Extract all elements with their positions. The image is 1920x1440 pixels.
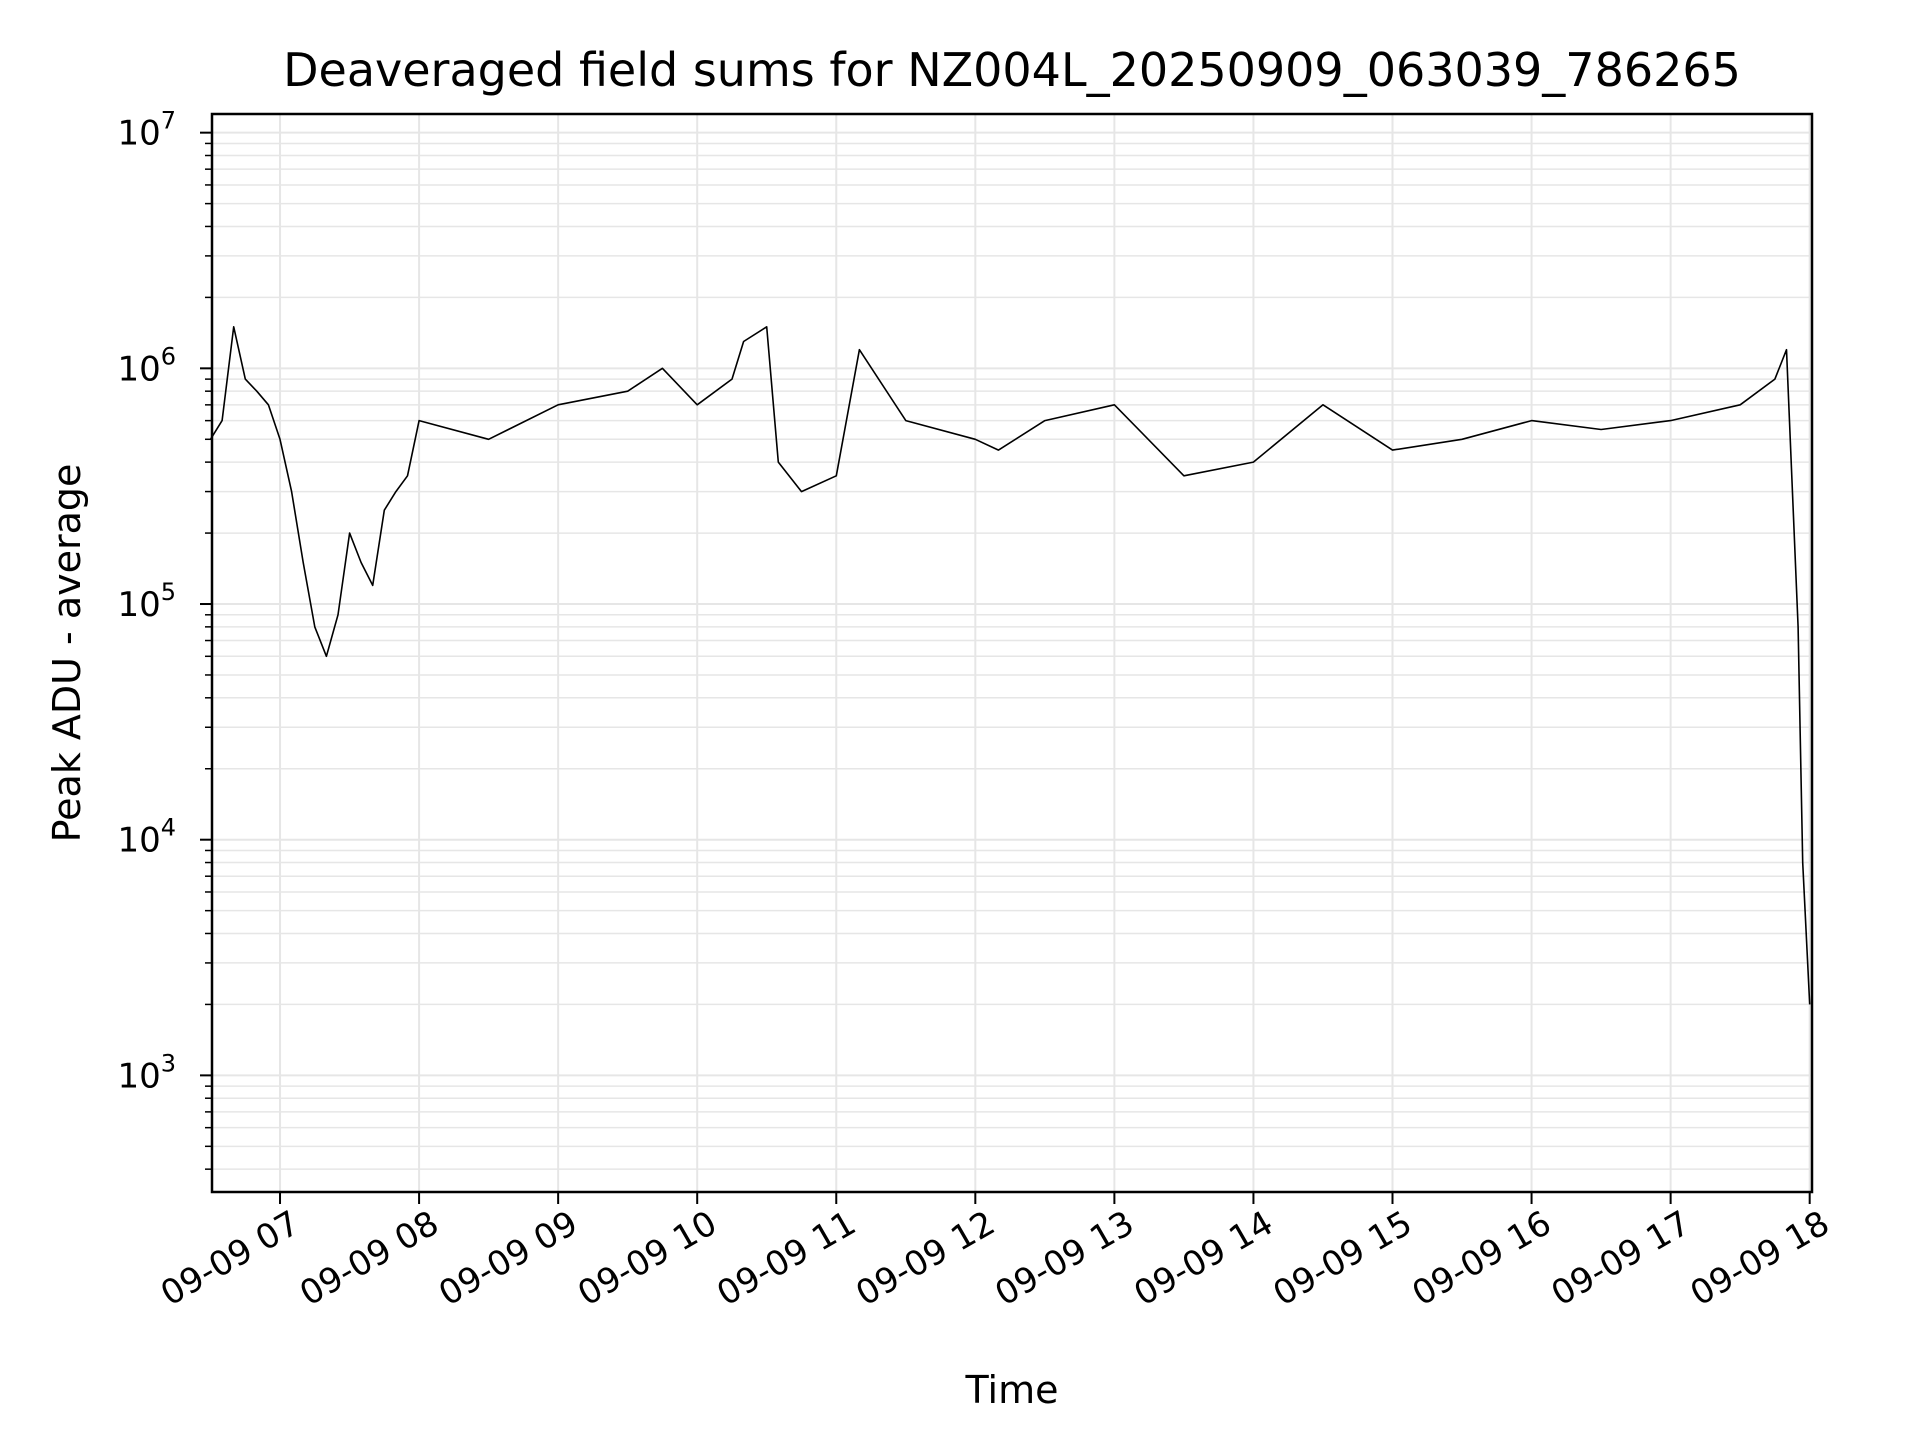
series-line <box>209 326 1811 1005</box>
y-tick-label: 104 <box>117 814 176 861</box>
axes-frame <box>210 112 1814 1194</box>
y-axis-label: Peak ADU - average <box>45 464 89 843</box>
y-tick-label: 103 <box>117 1049 176 1096</box>
grid <box>212 114 1812 1192</box>
y-tick-label: 107 <box>117 107 176 154</box>
chart-title: Deaveraged field sums for NZ004L_2025090… <box>283 43 1741 97</box>
y-axis: 103 104 105 106 107 <box>117 107 212 1170</box>
plot-area <box>209 326 1811 1005</box>
y-tick-label: 106 <box>117 342 176 389</box>
x-axis-label: Time <box>965 1368 1059 1412</box>
y-tick-label: 105 <box>117 578 176 625</box>
